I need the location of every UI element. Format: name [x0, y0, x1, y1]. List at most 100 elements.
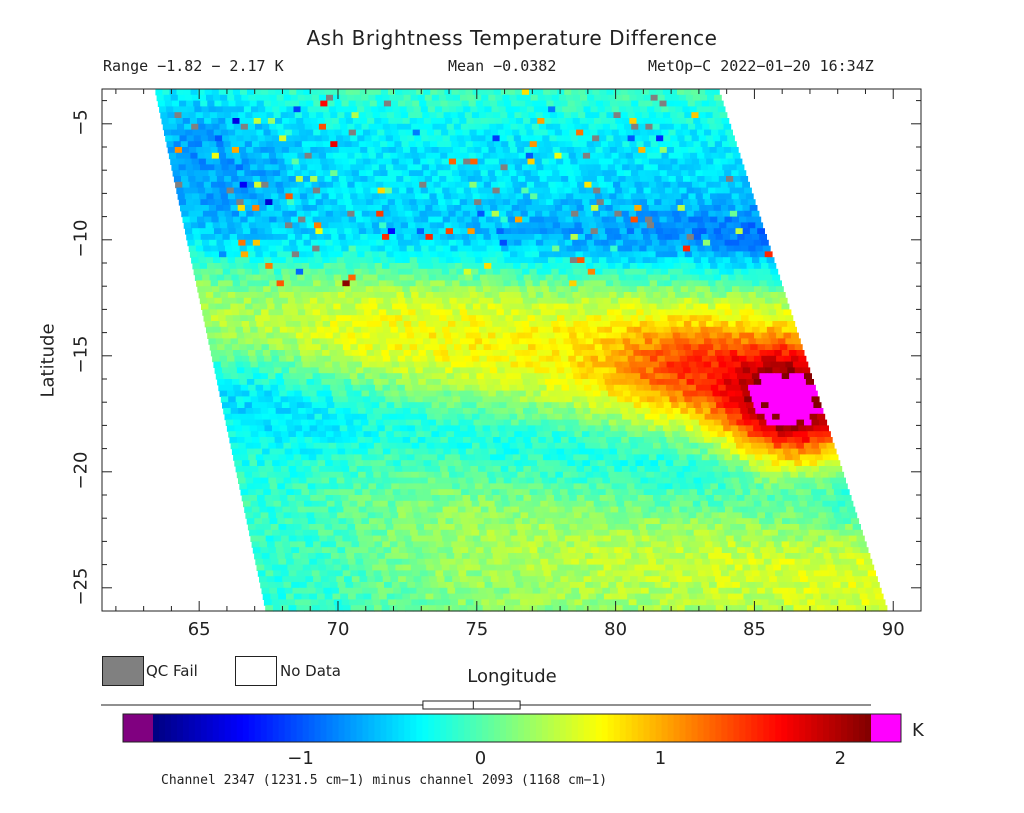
heatmap-cell — [578, 338, 587, 345]
heatmap-cell — [558, 373, 567, 380]
heatmap-cell — [502, 199, 511, 206]
heatmap-cell — [495, 303, 503, 310]
heatmap-cell — [556, 158, 564, 165]
heatmap-cell — [228, 164, 237, 171]
heatmap-cell — [699, 251, 708, 258]
heatmap-cell — [318, 210, 327, 218]
heatmap-cell — [240, 384, 249, 392]
heatmap-cell — [336, 315, 345, 322]
heatmap-cell — [751, 373, 760, 380]
heatmap-cell — [450, 245, 459, 252]
heatmap-cell — [575, 326, 583, 334]
heatmap-cell — [233, 419, 242, 426]
heatmap-cell — [707, 326, 716, 334]
heatmap-cell — [237, 303, 246, 310]
heatmap-cell — [724, 431, 733, 438]
heatmap-cell — [502, 147, 511, 154]
heatmap-cell — [540, 129, 549, 136]
heatmap-cell — [289, 118, 297, 125]
heatmap-cell — [462, 321, 471, 328]
heatmap-cell — [604, 326, 613, 334]
heatmap-cell — [639, 222, 648, 229]
heatmap-cell — [594, 239, 602, 247]
heatmap-cell — [211, 181, 219, 189]
heatmap-cell — [365, 437, 374, 444]
heatmap-cell — [711, 152, 720, 160]
heatmap-cell — [531, 222, 539, 229]
heatmap-cell — [616, 216, 624, 223]
heatmap-cell — [326, 367, 335, 374]
heatmap-cell — [725, 129, 733, 136]
heatmap-cell — [374, 205, 383, 212]
heatmap-cell — [274, 303, 283, 310]
heatmap-cell — [353, 234, 361, 241]
heatmap-cell — [362, 396, 371, 403]
heatmap-cell — [281, 367, 290, 374]
heatmap-cell — [285, 257, 294, 264]
heatmap-cell — [497, 152, 505, 160]
heatmap-cell — [667, 338, 675, 345]
heatmap-cell — [390, 210, 399, 218]
heatmap-cell — [544, 350, 553, 357]
heatmap-cell — [509, 170, 518, 177]
heatmap-cell — [187, 170, 195, 177]
heatmap-cell — [467, 425, 476, 432]
heatmap-cell — [631, 100, 639, 107]
heatmap-cell — [516, 384, 525, 392]
heatmap-cell — [514, 164, 523, 171]
heatmap-cell — [348, 274, 357, 281]
heatmap-cell — [597, 129, 606, 136]
heatmap-cell — [726, 437, 735, 444]
heatmap-cell — [299, 379, 308, 386]
heatmap-cell — [354, 361, 363, 368]
heatmap-cell — [586, 367, 595, 374]
heatmap-cell — [749, 228, 758, 235]
heatmap-cell — [751, 442, 760, 450]
heatmap-cell — [700, 326, 709, 334]
heatmap-cell — [648, 205, 657, 212]
heatmap-cell — [506, 239, 515, 247]
heatmap-cell — [424, 257, 433, 264]
heatmap-cell — [460, 94, 468, 102]
heatmap-cell — [634, 431, 643, 438]
heatmap-cell — [405, 239, 414, 247]
heatmap-cell — [619, 251, 628, 258]
heatmap-cell — [693, 326, 702, 334]
heatmap-cell — [420, 297, 428, 305]
heatmap-cell — [683, 344, 692, 351]
heatmap-cell — [173, 141, 182, 148]
heatmap-cell — [491, 210, 500, 218]
heatmap-cell — [570, 286, 579, 293]
heatmap-cell — [260, 338, 269, 345]
heatmap-cell — [464, 216, 473, 223]
heatmap-cell — [715, 257, 724, 264]
heatmap-cell — [634, 228, 642, 235]
heatmap-cell — [571, 89, 579, 96]
heatmap-cell — [456, 442, 465, 450]
heatmap-cell — [393, 338, 402, 345]
heatmap-cell — [486, 193, 495, 200]
heatmap-cell — [579, 239, 588, 247]
heatmap-cell — [457, 413, 466, 421]
heatmap-cell — [777, 431, 786, 438]
heatmap-cell — [437, 367, 446, 374]
heatmap-cell — [612, 355, 621, 363]
heatmap-cell — [698, 135, 707, 142]
heatmap-cell — [400, 164, 409, 171]
heatmap-cell — [185, 129, 193, 136]
heatmap-cell — [363, 158, 371, 165]
heatmap-cell — [339, 361, 348, 368]
heatmap-cell — [419, 100, 427, 107]
heatmap-cell — [567, 147, 575, 154]
heatmap-cell — [721, 228, 729, 235]
heatmap-cell — [264, 135, 273, 142]
heatmap-cell — [396, 292, 405, 299]
heatmap-cell — [235, 396, 244, 403]
heatmap-cell — [796, 442, 805, 450]
heatmap-cell — [350, 193, 358, 200]
heatmap-cell — [525, 228, 534, 235]
heatmap-cell — [731, 355, 740, 363]
heatmap-cell — [212, 123, 221, 131]
heatmap-cell — [510, 251, 518, 258]
heatmap-cell — [476, 344, 485, 351]
